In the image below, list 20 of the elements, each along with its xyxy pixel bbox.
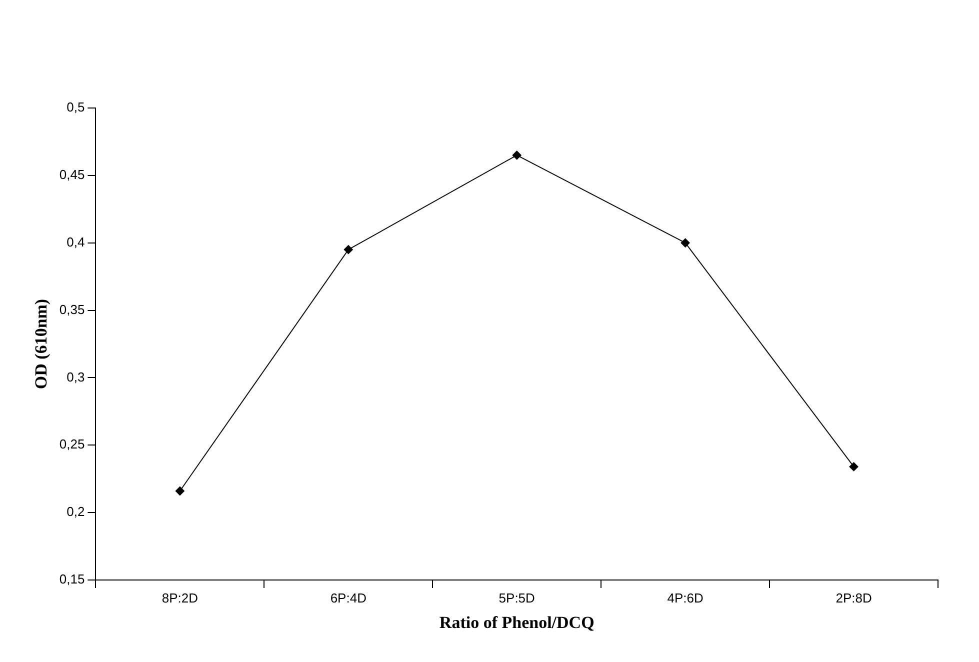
y-tick-label: 0,2 xyxy=(66,504,85,520)
y-tick-label: 0,25 xyxy=(59,436,85,452)
x-axis-title: Ratio of Phenol/DCQ xyxy=(439,613,594,632)
x-tick-label: 8P:2D xyxy=(162,590,198,606)
y-tick-label: 0,45 xyxy=(59,167,85,182)
point xyxy=(512,150,522,160)
point xyxy=(680,238,690,248)
y-tick-label: 0,5 xyxy=(66,100,85,115)
y-tick-label: 0,15 xyxy=(59,572,85,587)
x-tick-label: 5P:5D xyxy=(498,590,535,606)
y-tick-label: 0,35 xyxy=(59,302,85,317)
x-tick-label: 4P:6D xyxy=(667,590,704,606)
point xyxy=(344,245,353,254)
y-axis-title: OD (610nm) xyxy=(32,298,51,390)
point xyxy=(175,486,184,496)
x-tick-label: 6P:4D xyxy=(330,590,366,606)
y-tick-label: 0,4 xyxy=(66,234,85,250)
x-tick-label: 2P:8D xyxy=(836,590,872,606)
point xyxy=(849,462,858,472)
y-tick-label: 0,3 xyxy=(66,369,85,384)
